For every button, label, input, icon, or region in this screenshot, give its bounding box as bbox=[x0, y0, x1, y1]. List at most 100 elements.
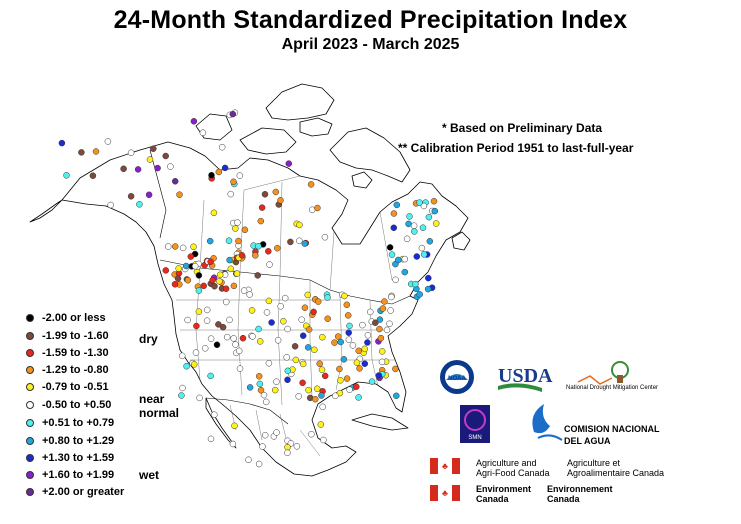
station-dot bbox=[277, 303, 284, 310]
station-dot bbox=[127, 193, 135, 200]
station-dot bbox=[403, 235, 411, 243]
station-dot bbox=[255, 373, 263, 380]
station-dot bbox=[272, 188, 280, 196]
station-dot bbox=[190, 118, 198, 125]
station-dot bbox=[195, 308, 203, 315]
station-dot bbox=[262, 398, 270, 406]
station-dot bbox=[413, 253, 421, 260]
station-dot bbox=[277, 197, 284, 204]
smn-text: SMN bbox=[468, 435, 481, 441]
station-dot bbox=[252, 252, 259, 259]
station-dot bbox=[345, 329, 352, 336]
station-dot bbox=[167, 163, 174, 170]
ec-en-2: Canada bbox=[476, 494, 509, 504]
station-dot bbox=[292, 356, 300, 364]
station-dot bbox=[386, 244, 394, 251]
smn-logo: SMN bbox=[460, 405, 490, 443]
station-dot bbox=[192, 349, 200, 356]
station-dot bbox=[257, 217, 265, 225]
station-dot bbox=[337, 377, 344, 384]
banks-island bbox=[195, 113, 233, 141]
station-dot bbox=[255, 242, 262, 250]
station-dot bbox=[375, 372, 383, 379]
station-dot bbox=[236, 365, 244, 372]
station-dot bbox=[296, 221, 303, 229]
station-dot bbox=[120, 165, 127, 173]
station-dot bbox=[392, 276, 399, 284]
station-dot bbox=[268, 319, 275, 326]
baffin-island bbox=[329, 127, 411, 183]
newfoundland bbox=[451, 231, 471, 251]
station-dot bbox=[410, 222, 418, 229]
station-dot bbox=[312, 395, 319, 403]
station-dot bbox=[314, 204, 321, 212]
station-dot bbox=[301, 240, 309, 247]
station-dot bbox=[179, 384, 186, 392]
station-dot bbox=[256, 338, 264, 345]
station-dot bbox=[187, 253, 195, 260]
preliminary-note: * Based on Preliminary Data bbox=[442, 121, 603, 135]
station-dot bbox=[263, 309, 271, 316]
station-dot bbox=[236, 172, 244, 179]
station-dot bbox=[283, 354, 290, 361]
station-dot bbox=[58, 139, 66, 147]
station-dot bbox=[284, 367, 292, 375]
station-dot bbox=[424, 285, 432, 293]
station-dot bbox=[353, 383, 360, 390]
station-dot bbox=[183, 362, 190, 370]
ndmc-logo bbox=[577, 361, 629, 385]
station-dot bbox=[200, 282, 207, 290]
station-dot bbox=[231, 422, 238, 430]
station-dot bbox=[234, 219, 241, 226]
noaa-text: NOAA bbox=[448, 376, 466, 382]
station-dot bbox=[411, 228, 418, 235]
station-dot bbox=[210, 209, 218, 217]
station-dot bbox=[201, 345, 209, 352]
station-dot bbox=[208, 171, 215, 179]
station-dot bbox=[216, 278, 223, 285]
station-dot bbox=[223, 333, 231, 341]
station-dot bbox=[256, 380, 264, 388]
legend-label: -2.00 or less bbox=[42, 312, 106, 324]
dry-group-label: dry bbox=[139, 332, 158, 346]
station-dot bbox=[162, 267, 170, 274]
station-dot bbox=[229, 110, 237, 118]
victoria-island bbox=[239, 127, 297, 155]
station-dot bbox=[227, 190, 234, 198]
station-dot bbox=[379, 305, 387, 312]
station-dot bbox=[259, 443, 266, 450]
station-dot bbox=[154, 164, 161, 172]
station-dot bbox=[425, 213, 433, 221]
station-dot bbox=[136, 201, 143, 208]
station-dot bbox=[178, 352, 186, 360]
station-dot bbox=[178, 392, 185, 399]
station-dot bbox=[261, 431, 269, 439]
station-dot bbox=[296, 237, 303, 245]
station-dot bbox=[367, 308, 374, 316]
station-dot bbox=[304, 291, 311, 299]
station-dot bbox=[343, 301, 351, 309]
station-dot bbox=[207, 435, 215, 443]
station-dot bbox=[193, 322, 200, 330]
station-dot bbox=[307, 181, 315, 188]
station-dot bbox=[299, 332, 307, 339]
station-dot bbox=[401, 268, 409, 276]
us-mexico-border bbox=[205, 397, 289, 425]
station-dot bbox=[368, 378, 376, 385]
legend-swatch bbox=[26, 349, 34, 357]
ec-en-1: Environment bbox=[476, 484, 532, 494]
station-dot bbox=[273, 378, 280, 385]
legend-swatch bbox=[26, 454, 34, 462]
station-dot bbox=[203, 317, 211, 324]
station-dot bbox=[176, 191, 183, 198]
station-dot bbox=[222, 298, 230, 306]
station-dot bbox=[343, 375, 351, 382]
station-dot bbox=[431, 207, 439, 215]
station-dot bbox=[419, 224, 427, 231]
station-dot bbox=[257, 386, 265, 394]
station-dot bbox=[265, 297, 273, 305]
station-dot bbox=[203, 306, 211, 314]
station-dot bbox=[238, 252, 246, 259]
station-dot bbox=[225, 237, 233, 244]
aafc-fr-2: Agroalimentaire Canada bbox=[567, 468, 665, 478]
